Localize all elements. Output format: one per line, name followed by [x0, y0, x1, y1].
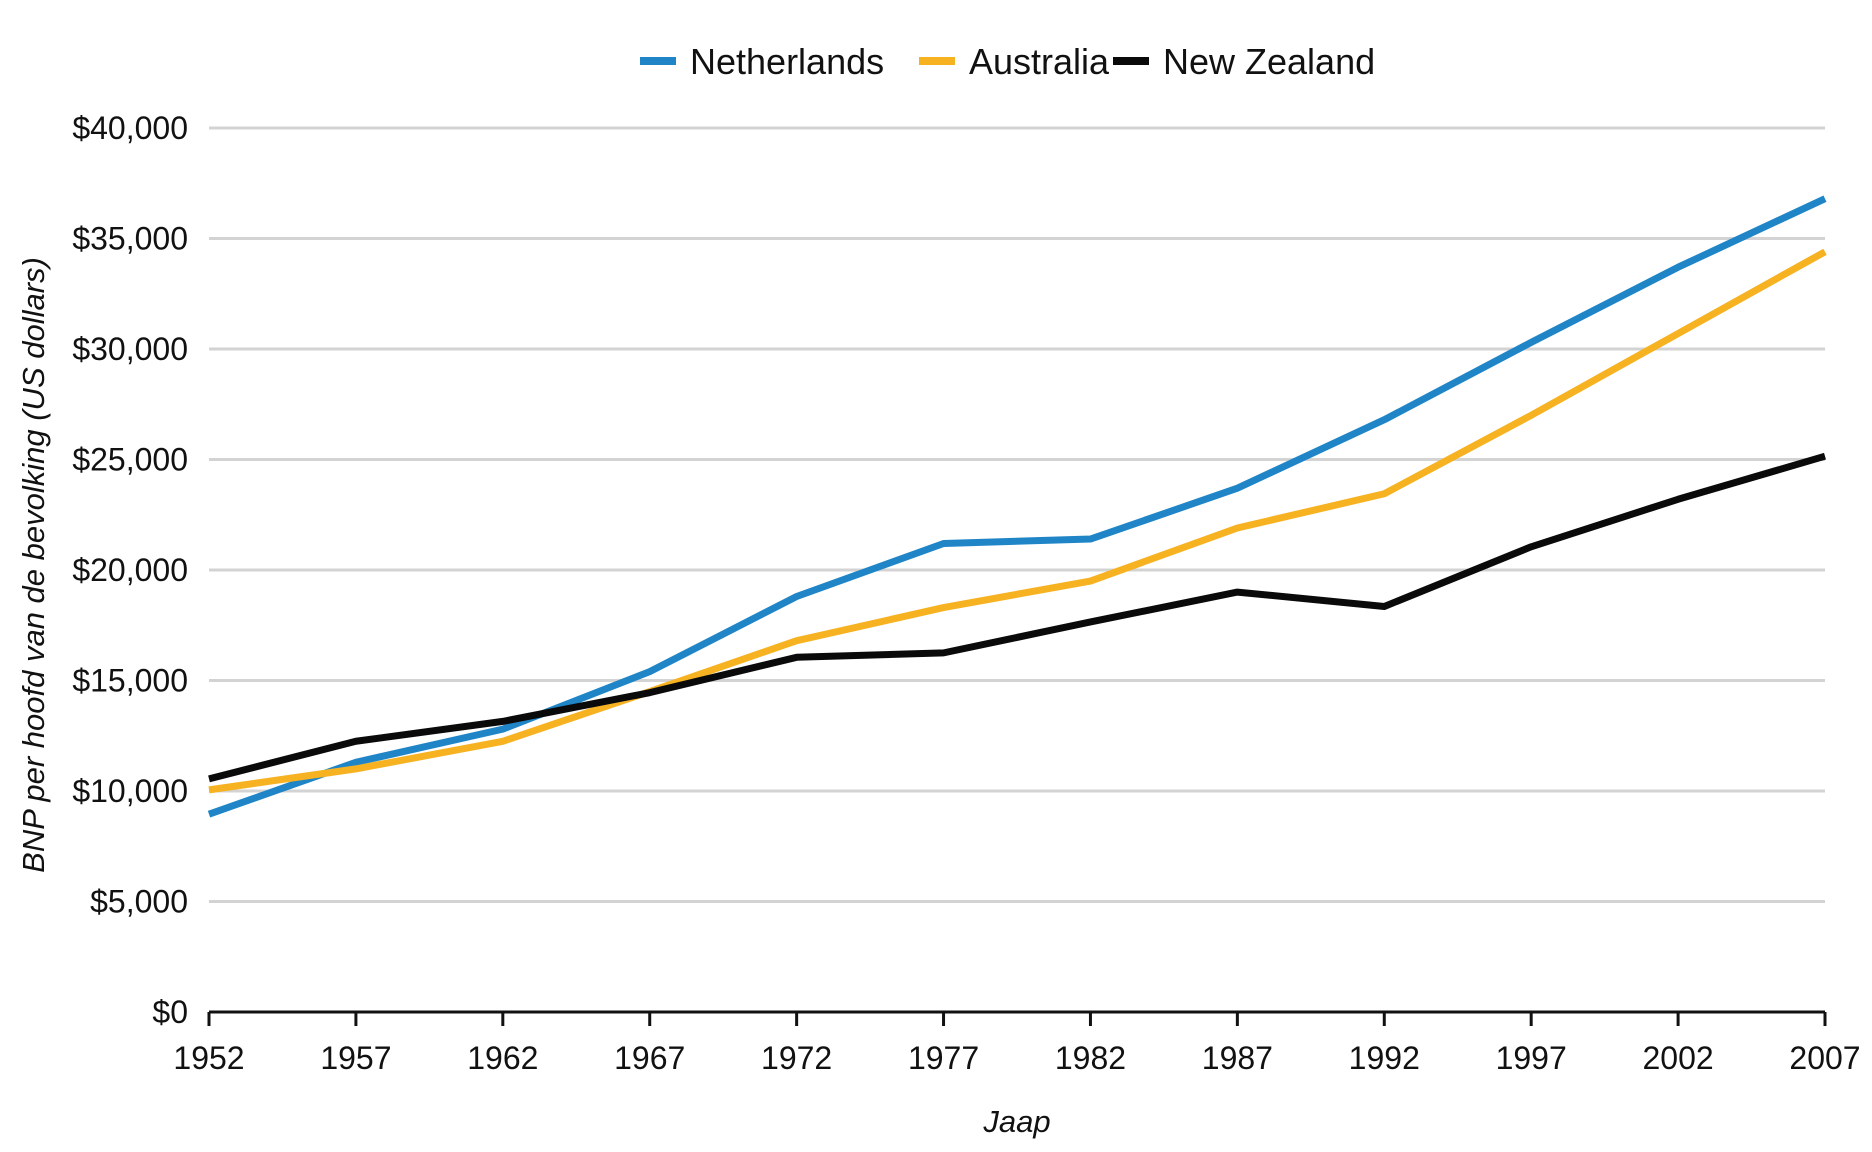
x-tick-label: 1972: [761, 1040, 832, 1076]
y-axis-tick-labels: $0 $5,000 $10,000 $15,000 $20,000 $25,000 $30,…: [72, 110, 188, 1030]
grid-lines: [209, 126, 1825, 903]
series-line-australia: [208, 248, 1827, 794]
x-tick-label: 1982: [1055, 1040, 1126, 1076]
legend-label: Netherlands: [690, 41, 884, 82]
y-tick-label: $10,000: [72, 773, 188, 809]
x-tick-label: 1987: [1202, 1040, 1273, 1076]
x-tick-label: 1957: [320, 1040, 391, 1076]
x-tick-label: 2007: [1789, 1040, 1860, 1076]
legend: Netherlands Australia New Zealand: [640, 41, 1375, 82]
y-tick-label: $30,000: [72, 331, 188, 367]
series-lines: [207, 195, 1827, 818]
series-line-netherlands: [207, 195, 1827, 818]
x-tick-label: 1992: [1349, 1040, 1420, 1076]
y-axis-title: BNP per hoofd van de bevolking (US dolla…: [16, 257, 51, 873]
y-tick-label: $0: [152, 994, 188, 1030]
y-tick-label: $35,000: [72, 221, 188, 257]
legend-label: New Zealand: [1163, 41, 1375, 82]
x-tick-label: 2002: [1642, 1040, 1713, 1076]
x-tick-label: 1952: [173, 1040, 244, 1076]
x-axis-tick-labels: 1952 1957 1962 1967 1972 1977 1982 1987 1992 1997…: [173, 1040, 1860, 1076]
x-tick-label: 1977: [908, 1040, 979, 1076]
y-tick-label: $25,000: [72, 442, 188, 478]
x-axis-title: Jaap: [982, 1104, 1050, 1139]
y-tick-label: $20,000: [72, 552, 188, 588]
x-tick-label: 1962: [467, 1040, 538, 1076]
x-tick-label: 1967: [614, 1040, 685, 1076]
y-tick-label: $40,000: [72, 110, 188, 146]
y-tick-label: $5,000: [90, 884, 188, 920]
series-line-new-zealand: [208, 452, 1826, 783]
legend-label: Australia: [969, 41, 1110, 82]
y-tick-label: $15,000: [72, 663, 188, 699]
x-axis: [207, 1010, 1827, 1026]
x-tick-label: 1997: [1496, 1040, 1567, 1076]
